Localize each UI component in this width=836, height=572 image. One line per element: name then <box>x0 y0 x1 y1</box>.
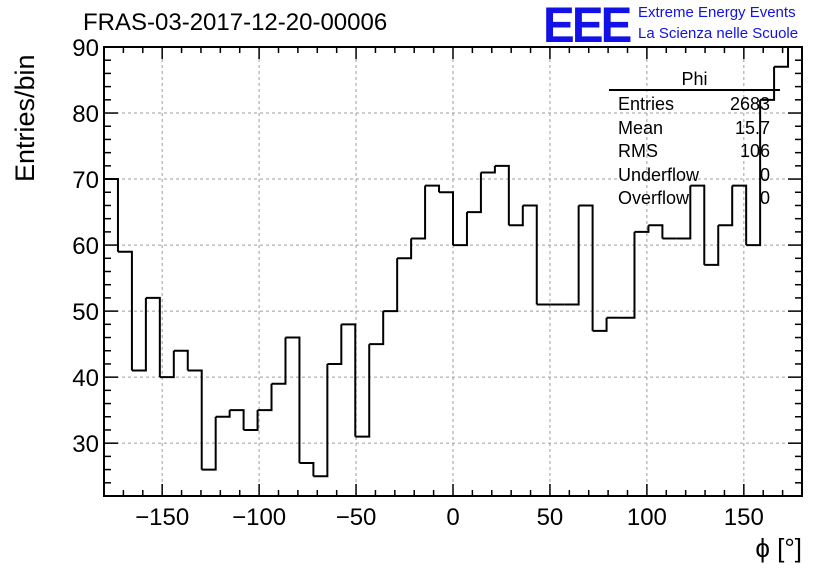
stats-row-entries: Entries 2683 <box>609 93 780 117</box>
histogram-bin <box>439 191 454 246</box>
stats-label: Entries <box>618 94 675 114</box>
y-tick-label: 40 <box>72 365 99 392</box>
stats-row-rms: RMS 106 <box>609 140 780 164</box>
histogram-bin <box>341 323 357 437</box>
histogram-bin <box>201 416 217 471</box>
histogram-bin <box>676 185 692 240</box>
histogram-bin <box>299 461 315 477</box>
stats-value: 106 <box>739 141 770 161</box>
histogram-bin <box>117 250 133 371</box>
histogram-bin <box>522 204 538 305</box>
histogram-bin <box>257 383 273 412</box>
histogram-bin <box>690 184 706 265</box>
histogram-bin <box>704 225 720 266</box>
stats-row-overflow: Overflow 0 <box>609 187 780 211</box>
axes: −150 −100 −50 0 50 100 150 30 40 50 60 70 80 90 <box>72 35 803 531</box>
histogram-bin <box>229 409 245 430</box>
histogram-bin <box>327 324 343 365</box>
stats-label: RMS <box>618 141 658 161</box>
histogram-bin <box>145 296 161 378</box>
stats-value: 15.7 <box>734 117 770 138</box>
x-tick-label: −100 <box>232 504 286 531</box>
chart-title: FRAS-03-2017-12-20-00006 <box>83 9 388 36</box>
histogram-bin <box>313 363 329 478</box>
histogram-bin <box>187 369 203 470</box>
histogram-bin <box>411 185 427 240</box>
eee-logo: EEE <box>543 0 632 53</box>
histogram-bin <box>564 205 580 306</box>
histogram-bin <box>760 66 776 101</box>
x-tick-label: 100 <box>627 504 667 531</box>
x-tick-label: −50 <box>336 504 377 531</box>
stats-value: 2683 <box>729 94 770 114</box>
histogram-bin <box>648 224 664 239</box>
y-tick-label: 90 <box>72 35 99 62</box>
histogram-bin <box>271 337 287 385</box>
histogram-bin <box>397 238 413 260</box>
y-tick-label: 60 <box>72 233 99 260</box>
histogram-bin <box>466 172 482 214</box>
histogram-bin <box>243 410 259 431</box>
histogram-bin <box>215 410 231 418</box>
stats-value: 0 <box>759 188 770 208</box>
stats-label: Mean <box>618 117 664 138</box>
histogram-bin <box>634 225 650 233</box>
histogram-bin <box>425 184 441 193</box>
histogram-bin <box>355 344 371 438</box>
histogram-bin <box>453 212 468 247</box>
histogram <box>103 46 802 496</box>
histogram-bin <box>131 297 147 372</box>
histogram-bin <box>383 258 399 313</box>
y-tick-label: 70 <box>72 167 99 194</box>
stats-row-mean: Mean 15.7 <box>609 117 780 141</box>
histogram-bin <box>369 311 385 346</box>
histogram-bin <box>732 184 748 246</box>
histogram-bin <box>592 317 608 332</box>
histogram-bin <box>508 205 524 227</box>
histogram-bin <box>480 165 496 174</box>
y-tick-label: 80 <box>72 101 99 128</box>
stats-title: Phi <box>609 69 780 91</box>
histogram-bin <box>285 336 301 463</box>
y-tick-label: 30 <box>72 431 99 458</box>
histogram-bin <box>718 185 734 227</box>
x-tick-label: −150 <box>135 504 189 531</box>
x-tick-label: 0 <box>446 504 459 531</box>
y-tick-label: 50 <box>72 299 99 326</box>
logo-subtitle-2: La Scienza nelle Scuole <box>638 25 799 42</box>
x-axis-label: ϕ [°] <box>755 533 802 563</box>
y-axis-label: Entries/bin <box>10 54 40 182</box>
histogram-bin <box>774 47 790 68</box>
x-tick-label: 50 <box>537 504 564 531</box>
histogram-bin <box>173 349 189 371</box>
histogram-bin <box>494 164 510 226</box>
histogram-bin <box>620 231 636 319</box>
stats-value: 0 <box>759 164 770 185</box>
histogram-bin <box>578 204 594 331</box>
stats-label: Underflow <box>618 164 700 185</box>
stats-row-underflow: Underflow 0 <box>609 164 780 188</box>
stats-label: Overflow <box>618 188 690 208</box>
stats-box: Phi Entries 2683 Mean 15.7 RMS 106 Under… <box>609 69 780 211</box>
histogram-bin <box>746 99 762 247</box>
histogram-bin <box>159 350 175 379</box>
x-tick-label: 150 <box>724 504 764 531</box>
logo-subtitle-1: Extreme Energy Events <box>638 4 796 21</box>
